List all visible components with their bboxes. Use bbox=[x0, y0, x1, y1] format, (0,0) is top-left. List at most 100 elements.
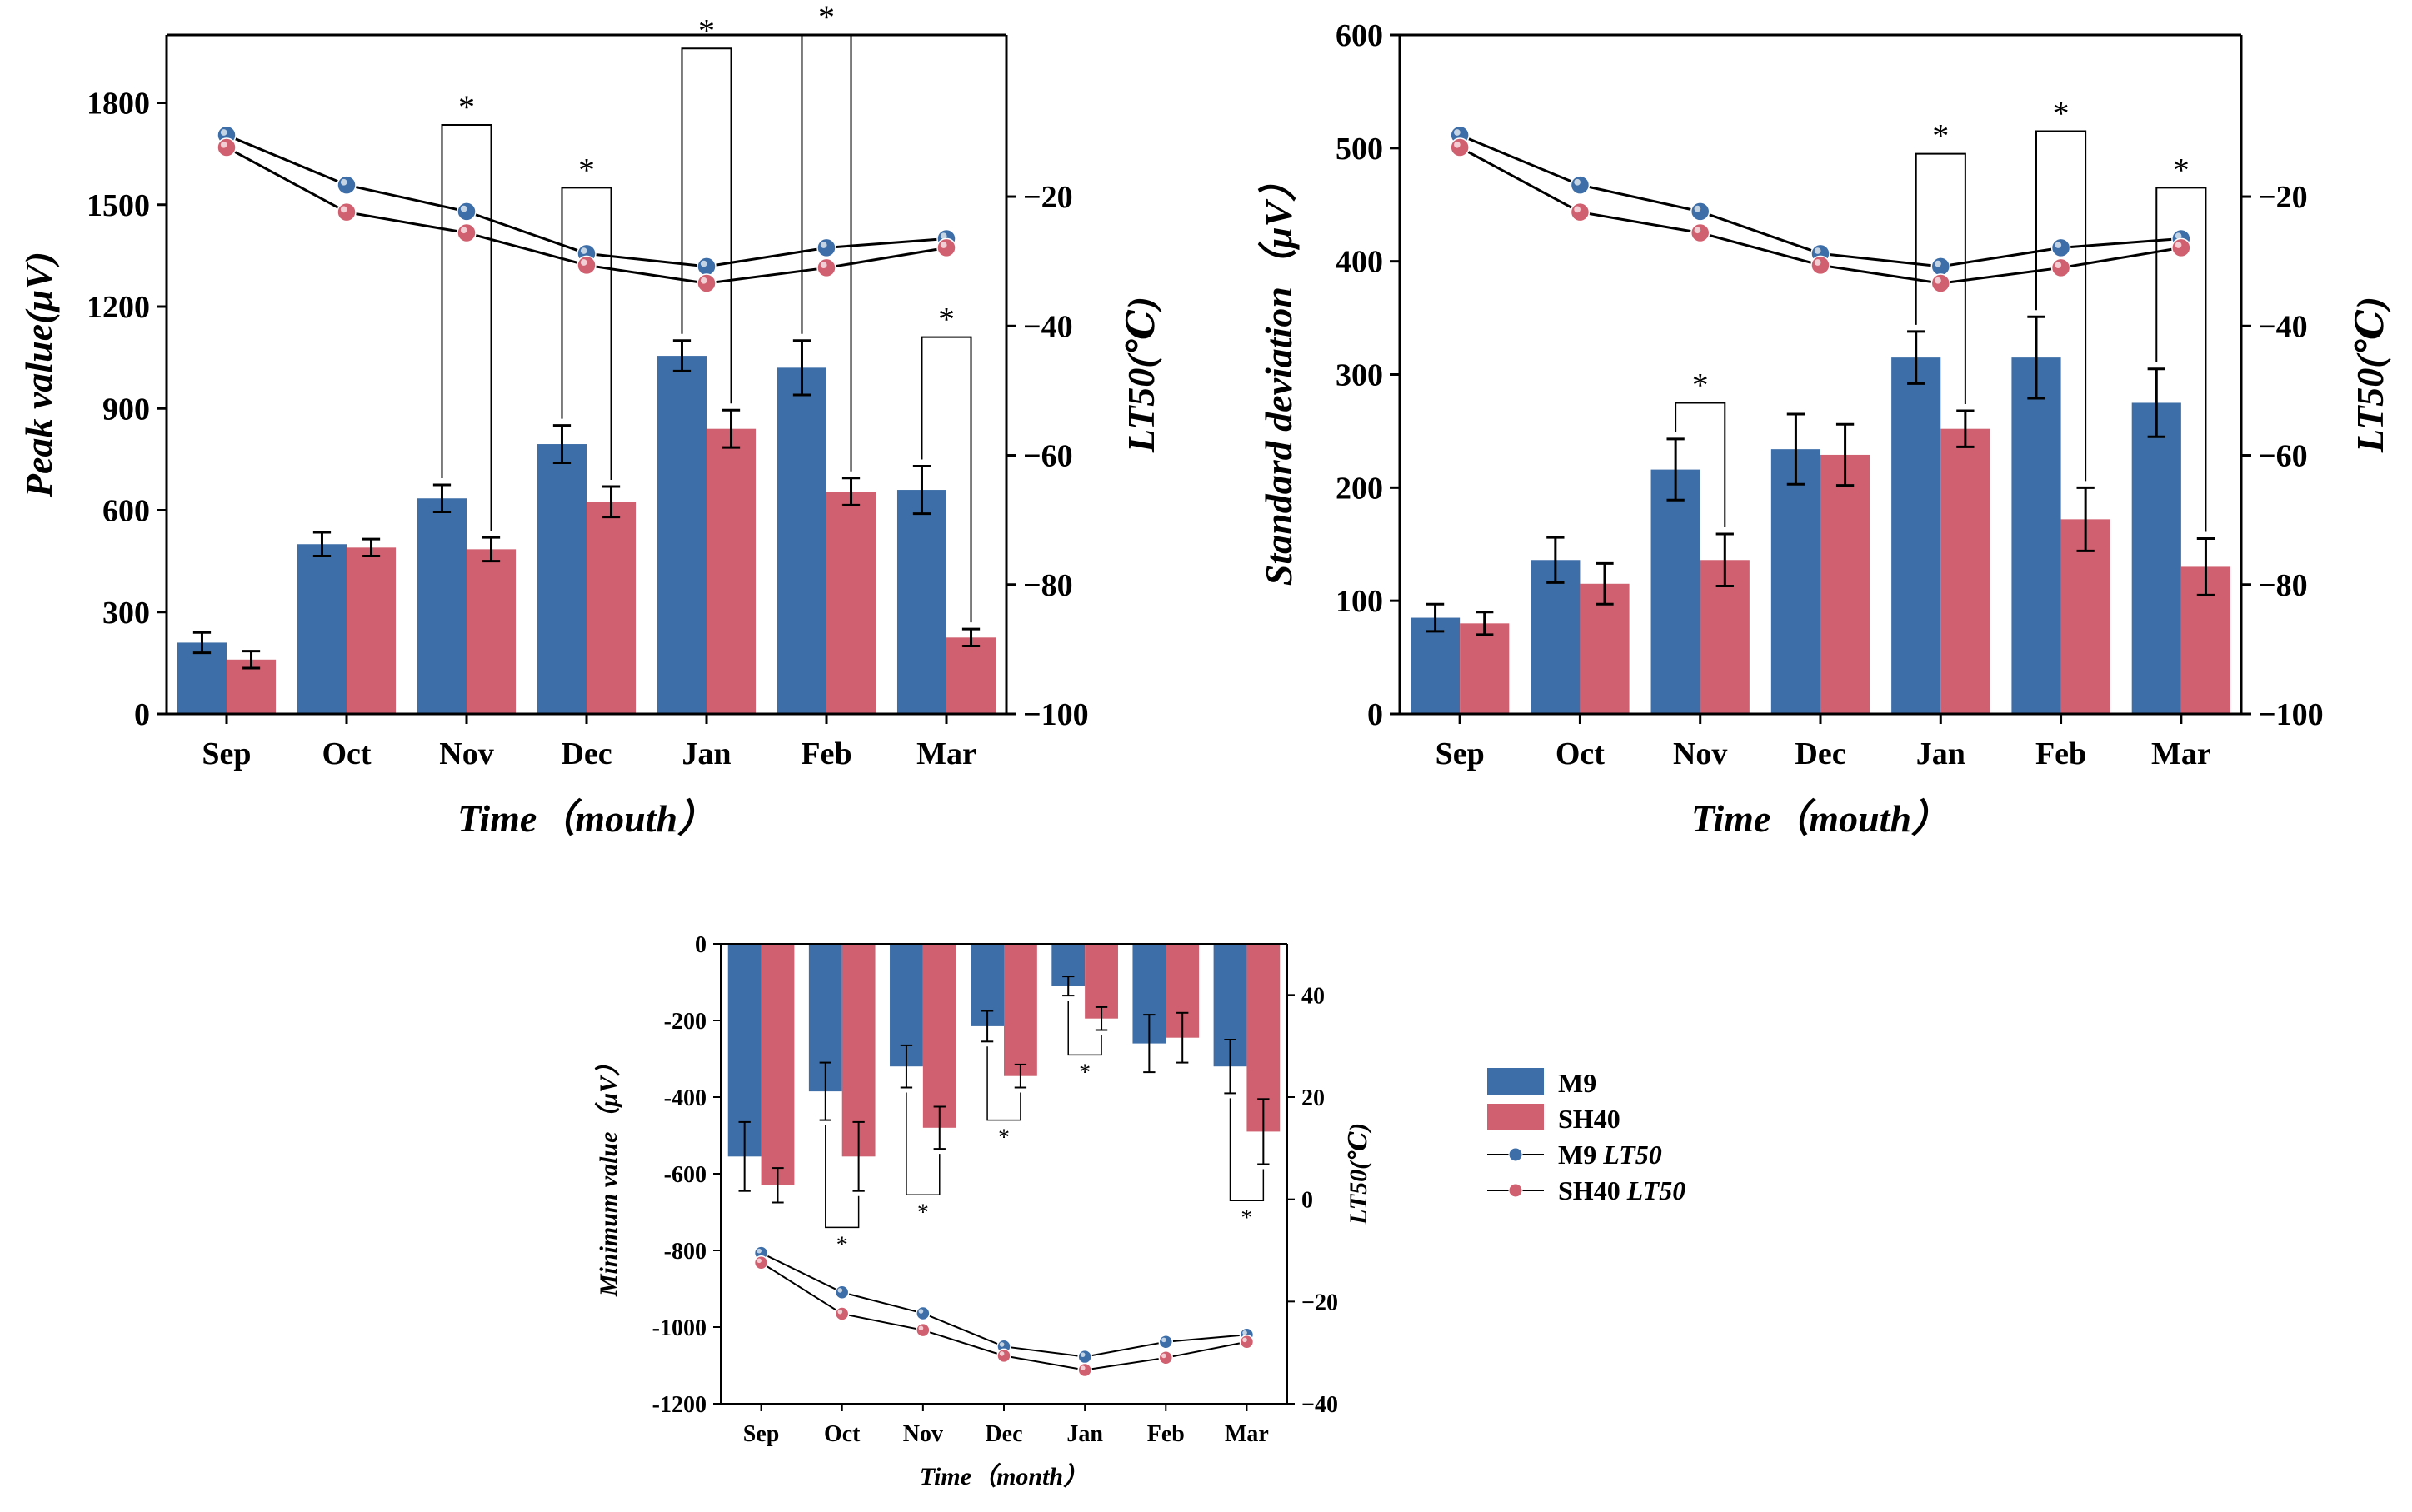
significance-star: * bbox=[917, 1200, 929, 1225]
x-tick-label-sep: Sep bbox=[743, 1421, 780, 1447]
bar-sh40-nov bbox=[467, 549, 517, 714]
y-tick-label: -600 bbox=[664, 1162, 707, 1188]
bar-sh40-jan bbox=[707, 428, 757, 714]
lt50-point-highlight bbox=[1080, 1365, 1086, 1370]
legend-swatch-m9 bbox=[1487, 1068, 1544, 1095]
lt50-point-highlight bbox=[700, 260, 707, 267]
lt50-point-sh40-sep bbox=[217, 137, 237, 157]
bar-sh40-oct bbox=[347, 547, 397, 714]
legend-label-suffix: LT50 bbox=[1620, 1175, 1686, 1205]
y-tick-label: 500 bbox=[1336, 132, 1383, 167]
y-tick-label: -400 bbox=[664, 1085, 707, 1111]
y-tick-label: 0 bbox=[1367, 697, 1383, 732]
significance-bracket bbox=[1675, 402, 1726, 528]
y2-tick-label: −60 bbox=[1023, 439, 1073, 474]
significance-bracket bbox=[2155, 187, 2207, 532]
y-tick-label: -1200 bbox=[652, 1392, 707, 1418]
y2-tick-label: −100 bbox=[1023, 697, 1089, 732]
lt50-point-highlight bbox=[1574, 178, 1581, 186]
lt50-point-highlight bbox=[1242, 1337, 1247, 1343]
lt50-point-highlight bbox=[2175, 242, 2182, 248]
minimum-value-chart: * * * * * 0 -200 -400 -600 -800 -1000 -1200 40 20 0 −20… bbox=[594, 932, 1372, 1490]
lt50-point-highlight bbox=[1161, 1337, 1166, 1343]
lt50-point-sh40-nov bbox=[916, 1322, 931, 1338]
bar-sh40-oct bbox=[841, 944, 876, 1157]
bar-m9-sep bbox=[1410, 617, 1461, 714]
y2-tick-label: −40 bbox=[1023, 309, 1073, 344]
lt50-point-highlight bbox=[2175, 232, 2182, 240]
legend-marker-sh40 bbox=[1508, 1183, 1523, 1198]
peak-value-chart: * * * * * 0 300 600 900 1200 1500 1800 −20 −40 −60 −80 −… bbox=[17, 0, 1162, 840]
lt50-point-sh40-dec bbox=[577, 255, 597, 276]
legend-label-sh40: SH40 bbox=[1558, 1104, 1620, 1134]
lt50-point-highlight bbox=[757, 1258, 762, 1264]
x-tick-label-feb: Feb bbox=[801, 736, 851, 771]
lt50-point-highlight bbox=[757, 1248, 762, 1254]
y2-tick-label: −20 bbox=[2258, 180, 2308, 215]
bar-m9-feb bbox=[777, 367, 826, 714]
bar-m9-dec bbox=[1770, 449, 1820, 714]
x-tick-label-jan: Jan bbox=[1066, 1421, 1103, 1447]
lt50-point-highlight bbox=[220, 141, 227, 148]
significance-bracket bbox=[2035, 130, 2087, 482]
lt50-point-highlight bbox=[580, 247, 587, 254]
lt50-point-highlight bbox=[1453, 141, 1461, 148]
lt50-point-m9-oct bbox=[337, 175, 357, 195]
significance-star: * bbox=[1079, 1060, 1091, 1085]
lt50-point-highlight bbox=[918, 1309, 924, 1314]
legend-label-name: M9 bbox=[1558, 1068, 1596, 1098]
lt50-point-sh40-oct bbox=[1570, 202, 1591, 222]
bar-sh40-oct bbox=[1580, 583, 1630, 714]
y2-tick-label: 20 bbox=[1301, 1085, 1325, 1111]
significance-bracket bbox=[681, 47, 732, 404]
bar-sh40-dec bbox=[1820, 454, 1870, 714]
x-tick-label-mar: Mar bbox=[1225, 1421, 1269, 1447]
lt50-point-sh40-oct bbox=[337, 202, 357, 222]
y-tick-label: 300 bbox=[1336, 358, 1383, 393]
x-tick-label-nov: Nov bbox=[1673, 736, 1727, 771]
significance-star: * bbox=[1241, 1205, 1252, 1231]
y-tick-label: -200 bbox=[664, 1009, 707, 1035]
y-tick-label: 0 bbox=[695, 932, 707, 958]
lt50-point-m9-feb bbox=[1158, 1335, 1174, 1350]
significance-bracket bbox=[825, 1125, 860, 1229]
lt50-point-sh40-mar bbox=[1239, 1335, 1255, 1350]
lt50-point-highlight bbox=[460, 205, 467, 212]
lt50-point-highlight bbox=[1814, 247, 1821, 254]
significance-star: * bbox=[1692, 366, 1709, 403]
lt50-point-sh40-feb bbox=[1158, 1350, 1174, 1365]
x-tick-label-sep: Sep bbox=[1436, 736, 1485, 771]
significance-star: * bbox=[578, 151, 595, 188]
bar-m9-jan bbox=[657, 356, 707, 714]
lt50-point-m9-feb bbox=[2050, 237, 2071, 258]
legend-label-suffix: LT50 bbox=[1596, 1140, 1662, 1170]
lt50-point-m9-nov bbox=[916, 1305, 931, 1321]
lt50-point-sh40-mar bbox=[936, 237, 956, 258]
lt50-point-m9-jan bbox=[1077, 1349, 1092, 1365]
y2-tick-label: −20 bbox=[1023, 180, 1073, 215]
lt50-point-highlight bbox=[999, 1351, 1005, 1356]
lt50-point-highlight bbox=[1453, 129, 1461, 136]
y-tick-label: 400 bbox=[1336, 245, 1383, 280]
legend-label-name: SH40 bbox=[1558, 1175, 1620, 1205]
lt50-point-sh40-oct bbox=[834, 1306, 850, 1321]
lt50-point-sh40-jan bbox=[1077, 1362, 1092, 1378]
bar-sh40-dec bbox=[1004, 944, 1037, 1076]
y-tick-label: 1200 bbox=[87, 290, 150, 325]
lt50-point-sh40-jan bbox=[697, 273, 717, 293]
y2-tick-label: −80 bbox=[2258, 568, 2308, 603]
standard-deviation-chart: * * * * 0 100 200 300 400 500 600 −20 −40 −60 −80 −100 S… bbox=[1257, 18, 2391, 840]
y-tick-label: 600 bbox=[1336, 18, 1383, 53]
lt50-point-sh40-mar bbox=[2171, 237, 2191, 258]
y-axis-label: Peak value(μV) bbox=[17, 252, 60, 498]
lt50-point-sh40-feb bbox=[816, 257, 836, 278]
bar-sh40-sep bbox=[761, 944, 795, 1185]
x-tick-label-dec: Dec bbox=[1795, 736, 1845, 771]
significance-star: * bbox=[836, 1232, 848, 1258]
significance-star: * bbox=[458, 88, 475, 126]
legend-label-name: M9 bbox=[1558, 1140, 1596, 1170]
bar-sh40-mar bbox=[946, 637, 996, 714]
lt50-point-m9-oct bbox=[834, 1285, 850, 1300]
